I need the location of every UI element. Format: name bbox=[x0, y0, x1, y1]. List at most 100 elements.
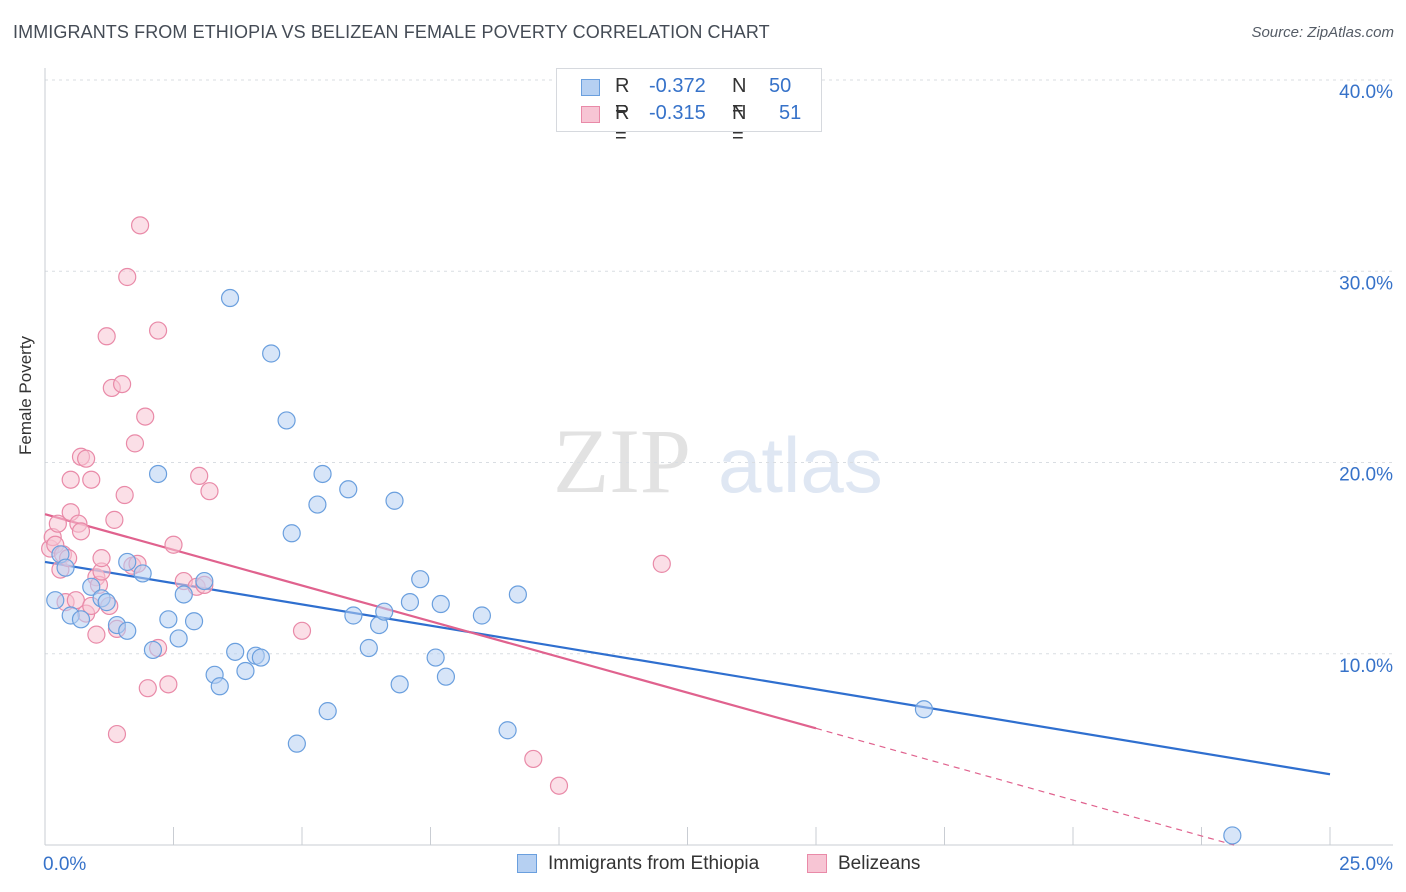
x-tick-label: 25.0% bbox=[1339, 854, 1393, 875]
ethiopia-point bbox=[914, 700, 934, 719]
correlation-legend: R = -0.372 N = 50 R = -0.315 N = 51 bbox=[556, 68, 822, 147]
ethiopia-point bbox=[318, 702, 337, 721]
ethiopia-point bbox=[1223, 826, 1242, 845]
legend-swatch-pink bbox=[581, 106, 600, 123]
watermark-atlas: atlas bbox=[718, 421, 883, 509]
y-axis-label: Female Poverty bbox=[16, 335, 35, 455]
y-tick-label: 40.0% bbox=[1339, 82, 1393, 103]
belizean-point bbox=[61, 470, 80, 489]
x-tick-label: 0.0% bbox=[43, 854, 86, 875]
bottom-legend-swatch-blue bbox=[517, 854, 537, 873]
ethiopia-point bbox=[71, 610, 91, 629]
legend-r-value: -0.372 bbox=[649, 75, 706, 97]
ethiopia-point bbox=[184, 612, 204, 631]
ethiopia-point bbox=[375, 602, 394, 621]
ethiopia-point bbox=[390, 675, 409, 694]
belizean-point bbox=[159, 675, 178, 694]
belizean-point bbox=[82, 470, 101, 489]
ethiopia-point bbox=[436, 667, 456, 686]
ethiopia-point bbox=[385, 491, 404, 510]
legend-n-label: N = bbox=[732, 75, 747, 120]
bottom-legend-label: Belizeans bbox=[838, 853, 921, 874]
bottom-legend-swatch-pink bbox=[807, 854, 827, 873]
ethiopia-point bbox=[210, 677, 229, 696]
ethiopia-point bbox=[143, 640, 163, 660]
bottom-legend-label: Immigrants from Ethiopia bbox=[548, 853, 760, 874]
ethiopia-points bbox=[46, 288, 1242, 845]
ethiopia-point bbox=[426, 648, 445, 667]
ethiopia-trend-line bbox=[44, 560, 1331, 776]
ethiopia-point bbox=[195, 571, 214, 591]
legend-r-label: R = bbox=[615, 102, 630, 147]
ethiopia-point bbox=[400, 593, 420, 612]
y-tick-label: 10.0% bbox=[1339, 656, 1393, 677]
ethiopia-point bbox=[118, 552, 137, 572]
ethiopia-point bbox=[277, 411, 296, 430]
ethiopia-point bbox=[508, 585, 527, 604]
ethiopia-point bbox=[498, 721, 517, 740]
grid-lines bbox=[45, 79, 1393, 655]
belizean-point bbox=[524, 749, 543, 769]
source-credit: Source: ZipAtlas.com bbox=[1251, 24, 1394, 41]
belizean-point bbox=[190, 466, 209, 485]
ethiopia-point bbox=[133, 564, 152, 583]
chart-title: IMMIGRANTS FROM ETHIOPIA VS BELIZEAN FEM… bbox=[13, 22, 770, 42]
belizean-point bbox=[125, 434, 145, 453]
ethiopia-point bbox=[82, 577, 101, 596]
ethiopia-point bbox=[174, 585, 193, 604]
belizean-point bbox=[130, 216, 150, 235]
trend-lines bbox=[44, 513, 1331, 846]
belizean-point bbox=[92, 549, 111, 568]
belizean-point bbox=[652, 554, 671, 573]
ethiopia-point bbox=[411, 570, 430, 589]
ethiopia-point bbox=[226, 642, 245, 661]
belizean-point bbox=[292, 621, 312, 640]
watermark-zip: ZIP bbox=[553, 410, 691, 512]
belizean-point bbox=[200, 482, 219, 501]
y-tick-label: 30.0% bbox=[1339, 273, 1393, 294]
ethiopia-point bbox=[308, 495, 327, 514]
belizean-point bbox=[87, 625, 106, 644]
ethiopia-point bbox=[97, 593, 116, 612]
belizean-point bbox=[115, 485, 134, 505]
legend-swatch-blue bbox=[581, 79, 600, 96]
ethiopia-point bbox=[344, 606, 363, 625]
ethiopia-point bbox=[220, 288, 240, 308]
ethiopia-point bbox=[169, 629, 188, 648]
ethiopia-point bbox=[431, 594, 450, 614]
legend-n-label: N = bbox=[732, 102, 747, 147]
belizean-point bbox=[107, 724, 127, 744]
ethiopia-point bbox=[262, 344, 281, 363]
y-tick-label: 20.0% bbox=[1339, 465, 1393, 486]
belizean-point bbox=[71, 522, 91, 541]
legend-n-value: 50 bbox=[769, 75, 792, 97]
belizean-point bbox=[138, 679, 157, 698]
axes bbox=[44, 68, 1393, 846]
ethiopia-point bbox=[251, 648, 270, 667]
watermark: ZIP atlas bbox=[553, 410, 883, 512]
belizean-point bbox=[118, 267, 137, 287]
ethiopia-point bbox=[159, 610, 178, 629]
tick-labels: 10.0% 20.0% 30.0% 40.0% 0.0% 25.0% bbox=[43, 82, 1393, 875]
legend-r-value: -0.315 bbox=[649, 102, 706, 124]
ethiopia-point bbox=[287, 734, 306, 753]
ethiopia-point bbox=[148, 464, 168, 484]
belizean-point bbox=[105, 510, 124, 529]
ethiopia-point bbox=[313, 464, 332, 484]
ethiopia-point bbox=[359, 638, 378, 658]
belizean-point bbox=[48, 514, 67, 533]
ethiopia-point bbox=[56, 558, 75, 577]
belizean-point bbox=[164, 535, 183, 554]
ethiopia-point bbox=[282, 524, 301, 543]
ethiopia-point bbox=[339, 480, 358, 499]
belizean-point bbox=[549, 776, 569, 795]
ethiopia-point bbox=[472, 606, 491, 625]
belizean-point bbox=[112, 374, 132, 394]
belizean-point bbox=[97, 327, 116, 346]
belizean-point bbox=[77, 449, 96, 468]
belizean-point bbox=[148, 321, 168, 340]
legend-r-label: R = bbox=[615, 75, 630, 120]
ethiopia-point bbox=[118, 621, 137, 640]
belizean-trend-extension bbox=[815, 727, 1235, 846]
